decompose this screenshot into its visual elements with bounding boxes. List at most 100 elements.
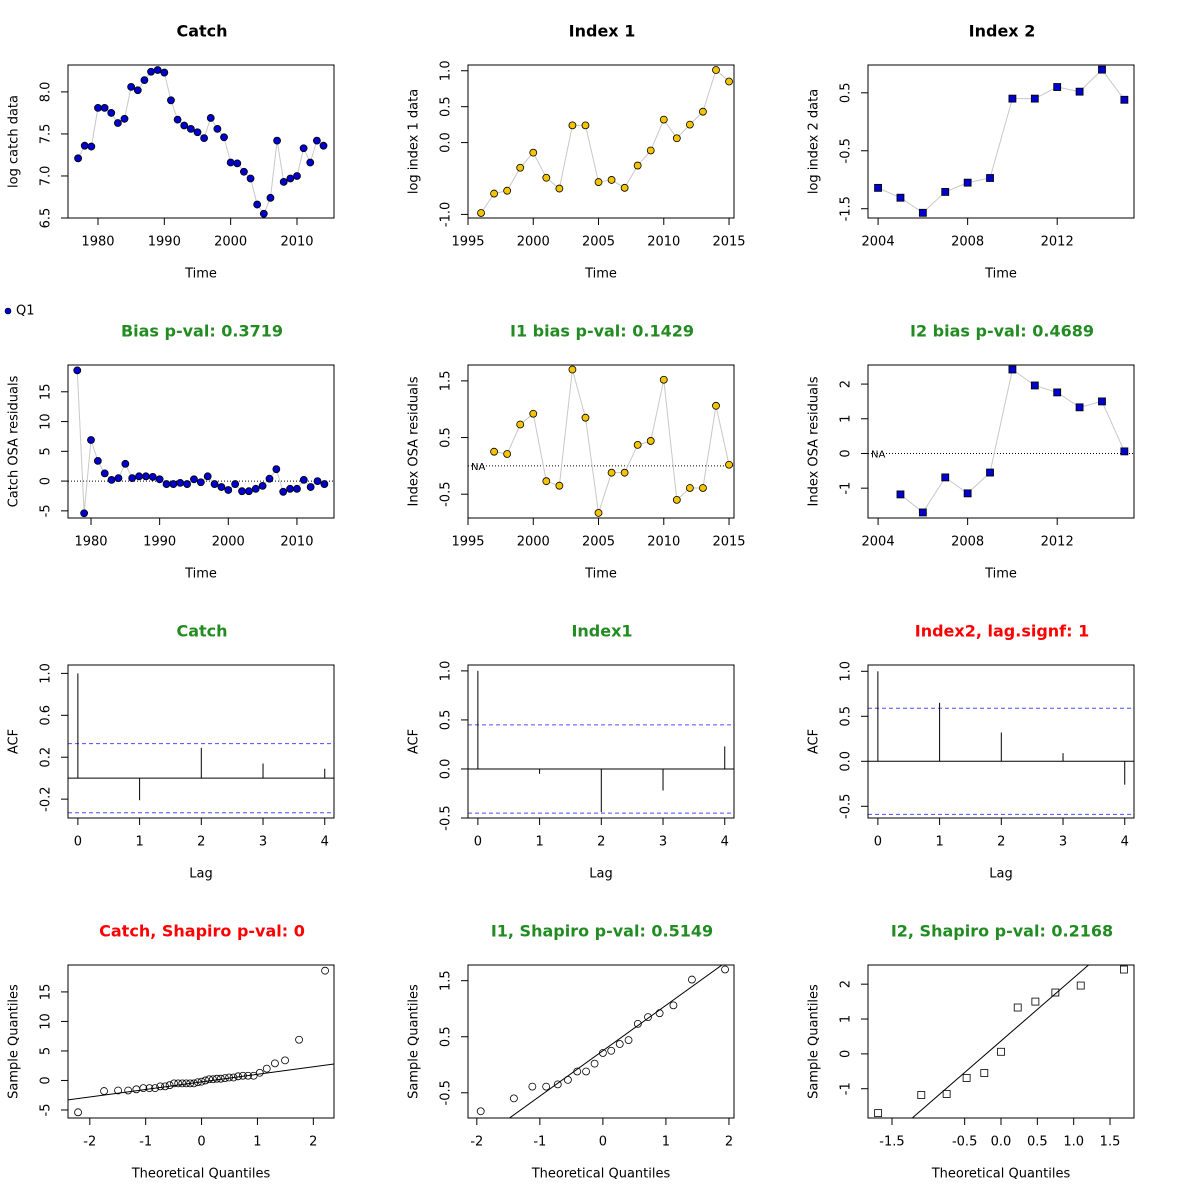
- point: [659, 115, 668, 124]
- y-tick-label: 1.5: [439, 970, 454, 991]
- point: [655, 1009, 664, 1018]
- y-tick-label: 0.2: [39, 747, 54, 768]
- point: [516, 420, 525, 429]
- point: [319, 141, 328, 150]
- y-tick-label: -5: [39, 1103, 54, 1116]
- plot-frame: [67, 964, 335, 1119]
- point: [1008, 94, 1017, 103]
- point: [220, 133, 228, 142]
- point: [221, 1074, 229, 1082]
- y-axis-title: ACF: [407, 729, 422, 754]
- point: [145, 1084, 154, 1093]
- point: [156, 1082, 165, 1091]
- point: [633, 1019, 642, 1028]
- point: [633, 161, 642, 170]
- x-tick-label: 2: [997, 835, 1005, 850]
- x-tick-label: 2: [597, 835, 605, 850]
- point: [590, 1059, 599, 1068]
- point: [107, 109, 116, 117]
- point: [140, 76, 149, 85]
- point: [293, 172, 301, 180]
- legend-marker: [4, 307, 12, 315]
- point: [238, 487, 246, 496]
- y-tick-label: -0.5: [439, 482, 454, 507]
- annotation: NA: [871, 449, 885, 460]
- point: [509, 1094, 518, 1103]
- plot-area: [74, 66, 328, 218]
- point: [206, 114, 215, 122]
- y-tick-label: 5: [39, 1047, 54, 1055]
- point: [279, 177, 288, 186]
- point: [1008, 365, 1017, 374]
- point: [273, 136, 281, 145]
- point: [725, 460, 733, 469]
- y-axis-title: Index OSA residuals: [407, 376, 422, 506]
- point: [133, 86, 142, 95]
- panel: Index 1 Time log index 1 data 1995 2000 2005 2…: [407, 22, 746, 282]
- x-tick-label: 1.5: [1100, 1135, 1121, 1150]
- x-tick-label: 2: [309, 1135, 317, 1150]
- point: [615, 1040, 624, 1048]
- x-tick-label: 2005: [582, 235, 615, 250]
- point: [986, 174, 994, 182]
- point: [1075, 87, 1084, 96]
- point: [659, 375, 668, 384]
- point: [573, 1067, 582, 1076]
- point: [259, 209, 268, 218]
- y-axis-title: Sample Quantiles: [807, 984, 822, 1099]
- x-tick-label: 1: [535, 835, 543, 850]
- point: [672, 495, 681, 504]
- x-tick-label: 1990: [143, 535, 176, 550]
- point: [553, 1080, 562, 1089]
- panel: I1, Shapiro p-val: 0.5149 Theoretical Qua…: [407, 922, 735, 1182]
- y-tick-label: 0: [39, 477, 54, 485]
- point: [477, 209, 485, 217]
- point: [306, 158, 315, 167]
- point: [620, 468, 629, 477]
- point: [176, 478, 185, 487]
- panel-title: Index 1: [569, 22, 636, 41]
- y-tick-label: 0.5: [439, 96, 454, 117]
- point: [542, 1082, 551, 1091]
- x-axis-title: Time: [184, 267, 217, 282]
- x-tick-label: 2000: [517, 535, 550, 550]
- point: [193, 1078, 202, 1087]
- point: [582, 1067, 590, 1076]
- point: [286, 484, 294, 493]
- point: [244, 1071, 252, 1080]
- point: [161, 1082, 169, 1091]
- y-tick-label: 0.5: [839, 706, 854, 727]
- panel: Bias p-val: 0.3719 Time Catch OSA residual…: [4, 304, 335, 582]
- point: [114, 1086, 122, 1095]
- x-axis-title: Theoretical Quantiles: [131, 1167, 271, 1182]
- x-tick-label: 1: [935, 835, 943, 850]
- point: [73, 366, 82, 375]
- point: [962, 1074, 971, 1082]
- point: [1098, 65, 1106, 74]
- qq-line: [508, 965, 723, 1118]
- x-axis-title: Theoretical Quantiles: [931, 1167, 1071, 1182]
- point: [1075, 403, 1084, 412]
- point: [209, 1075, 217, 1084]
- y-tick-label: 0: [839, 1050, 854, 1058]
- y-axis-title: Sample Quantiles: [7, 984, 22, 1099]
- y-tick-label: 1: [839, 1015, 854, 1023]
- point: [100, 1087, 108, 1095]
- panel: I1 bias p-val: 0.1429 Time Index OSA resid…: [407, 322, 746, 582]
- point: [128, 474, 137, 483]
- x-tick-label: 2008: [951, 235, 984, 250]
- y-tick-label: 1.0: [39, 663, 54, 684]
- x-tick-label: 2000: [214, 235, 247, 250]
- point: [672, 134, 681, 143]
- y-tick-label: -0.5: [439, 1080, 454, 1105]
- panel: I2, Shapiro p-val: 0.2168 Theoretical Qua…: [807, 922, 1135, 1182]
- point: [121, 459, 130, 468]
- point: [234, 1072, 242, 1081]
- y-tick-label: 8.0: [39, 82, 54, 103]
- point: [986, 468, 994, 477]
- point: [272, 465, 281, 474]
- point: [100, 103, 109, 112]
- x-axis-title: Lag: [589, 867, 612, 882]
- plot-area: [468, 670, 734, 814]
- y-tick-label: 0.6: [39, 705, 54, 726]
